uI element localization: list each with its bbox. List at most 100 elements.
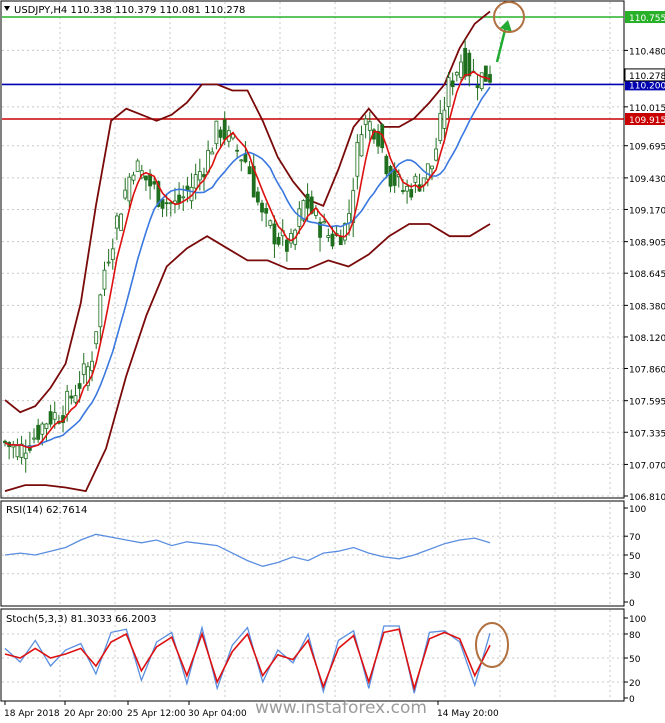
- y-tick-label: 107.595: [629, 398, 665, 408]
- bollinger-upper: [4, 10, 491, 414]
- candle-body: [243, 153, 248, 163]
- candle-body: [392, 168, 397, 186]
- candle-body: [363, 118, 368, 125]
- candle-body: [197, 171, 202, 181]
- candle-body: [388, 165, 393, 187]
- candle-body: [135, 160, 140, 172]
- candle-body: [326, 235, 331, 238]
- candle-body: [247, 166, 252, 175]
- bollinger-lower: [4, 223, 491, 493]
- candle-body: [152, 181, 157, 185]
- rsi-line: [4, 533, 491, 567]
- candle-body: [434, 148, 439, 161]
- y-tick-label: 108.120: [629, 334, 665, 344]
- watermark: www.instaforex.com: [255, 698, 427, 718]
- rsi-panel-frame: [0, 500, 625, 607]
- candle-body: [301, 200, 306, 221]
- candle-body: [218, 129, 223, 138]
- stoch-signal-line: [4, 628, 491, 692]
- candle-body: [318, 221, 322, 238]
- candle-body: [231, 133, 235, 139]
- candle-body: [272, 223, 277, 245]
- candle-body: [222, 119, 227, 140]
- candle-body: [98, 294, 103, 328]
- candle-body: [483, 65, 488, 82]
- candle-body: [77, 383, 82, 389]
- candle-body: [115, 215, 119, 229]
- stoch-circle: [475, 622, 509, 668]
- y-tick-label: 107.335: [629, 429, 665, 439]
- y-tick-label: 108.380: [629, 302, 665, 312]
- stoch-tick-label: 80: [629, 631, 641, 641]
- candle-body: [367, 121, 372, 131]
- candle-body: [148, 173, 152, 187]
- stoch-tick-label: 100: [629, 615, 646, 625]
- y-tick-label: 108.905: [629, 239, 665, 249]
- candle-body: [90, 360, 94, 371]
- candle-body: [384, 155, 389, 175]
- candle-body: [305, 193, 310, 209]
- y-tick-label: 106.810: [629, 493, 665, 503]
- candle-body: [164, 202, 169, 205]
- rsi-indicator: 100 70 50 30 0: [2, 505, 646, 609]
- candle-body: [123, 189, 128, 199]
- rsi-title: RSI(14) 62.7614: [6, 505, 87, 516]
- y-tick-label: 107.860: [629, 366, 665, 376]
- chart-header: USDJPY,H4 110.338 110.379 110.081 110.27…: [14, 5, 245, 16]
- y-tick-label: 110.015: [629, 104, 665, 114]
- candle-body: [438, 113, 443, 141]
- candle-body: [131, 174, 136, 181]
- y-tick-label: 108.645: [629, 270, 665, 280]
- candle-body: [479, 72, 484, 90]
- y-axis-labels: 110.480 110.015 109.695 109.430 109.170 108.9…: [624, 47, 665, 503]
- candle-body: [65, 390, 70, 415]
- rsi-tick-label: 0: [629, 599, 635, 609]
- candle-body: [32, 437, 36, 440]
- candle-body: [446, 77, 451, 108]
- candle-body: [338, 235, 343, 246]
- rsi-tick-label: 70: [629, 533, 641, 543]
- candle-body: [463, 47, 468, 77]
- candle-body: [255, 191, 260, 203]
- candle-body: [355, 141, 360, 177]
- candle-body: [144, 175, 148, 181]
- candle-body: [73, 395, 78, 403]
- candle-body: [52, 412, 57, 420]
- candle-body: [168, 202, 173, 205]
- candle-body: [405, 185, 409, 192]
- candle-body: [430, 165, 434, 170]
- candle-body: [102, 269, 107, 290]
- candle-body: [442, 109, 447, 129]
- x-tick-label: 20 Apr 20:00: [64, 709, 123, 719]
- forecast-arrowhead-icon: [500, 20, 512, 32]
- candles: [3, 39, 492, 473]
- collapse-triangle-icon[interactable]: [4, 6, 10, 11]
- rsi-tick-label: 30: [629, 571, 641, 581]
- candle-body: [235, 149, 240, 152]
- target-circle: [493, 1, 525, 33]
- candle-body: [15, 445, 20, 458]
- candle-body: [202, 174, 206, 177]
- candle-body: [343, 223, 347, 241]
- candle-body: [81, 363, 86, 375]
- candle-body: [106, 261, 111, 264]
- y-tick-label: 109.170: [629, 206, 665, 216]
- candle-body: [69, 395, 74, 399]
- level-price-box: [625, 11, 665, 23]
- candle-body: [210, 151, 215, 155]
- y-tick-label: 110.480: [629, 47, 665, 57]
- stoch-tick-label: 20: [629, 679, 641, 689]
- grid-lines: [2, 2, 623, 700]
- x-tick-label: 25 Apr 12:00: [127, 709, 186, 719]
- candle-body: [177, 194, 182, 204]
- candle-body: [276, 236, 281, 245]
- candle-body: [181, 196, 186, 199]
- y-tick-label: 109.695: [629, 143, 665, 153]
- candle-body: [454, 72, 459, 76]
- candle-body: [119, 213, 123, 231]
- candle-body: [401, 190, 405, 192]
- candle-body: [475, 85, 480, 89]
- candle-body: [36, 424, 41, 440]
- level-price-label: 110.755: [629, 14, 665, 24]
